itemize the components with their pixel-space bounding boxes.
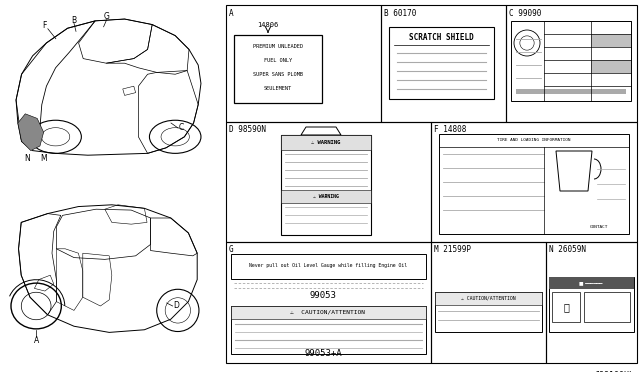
Text: N 26059N: N 26059N (549, 246, 586, 254)
Text: G: G (229, 246, 234, 254)
Text: SCRATCH SHIELD: SCRATCH SHIELD (408, 32, 474, 42)
Text: PREMIUM UNLEADED: PREMIUM UNLEADED (253, 45, 303, 49)
Text: SEULEMENT: SEULEMENT (264, 87, 292, 92)
Text: SUPER SANS PLOMB: SUPER SANS PLOMB (253, 73, 303, 77)
Text: FUEL ONLY: FUEL ONLY (264, 58, 292, 64)
Bar (516, 89, 626, 94)
Text: ■ ━━━━━━: ■ ━━━━━━ (579, 280, 603, 285)
Text: ⚠ CAUTION/ATTENTION: ⚠ CAUTION/ATTENTION (461, 295, 515, 301)
Text: C: C (179, 124, 184, 132)
Polygon shape (18, 114, 44, 151)
Bar (549, 277, 634, 289)
Bar (552, 292, 580, 322)
Text: G: G (104, 12, 109, 21)
Text: 🔧: 🔧 (563, 302, 569, 312)
Bar (281, 135, 371, 150)
Bar (511, 21, 631, 101)
Bar (439, 134, 629, 234)
Text: F 14808: F 14808 (434, 125, 467, 135)
Text: 14806: 14806 (257, 22, 278, 28)
Bar (381, 5, 506, 122)
Bar (231, 306, 426, 319)
Text: D 98590N: D 98590N (229, 125, 266, 135)
Bar (389, 27, 494, 99)
Bar (231, 306, 426, 354)
Bar (431, 242, 546, 363)
Bar (281, 135, 371, 235)
Bar (591, 60, 631, 73)
Text: 99053+A: 99053+A (304, 349, 342, 358)
Text: M: M (40, 154, 47, 163)
Bar (231, 254, 426, 279)
Bar (549, 277, 634, 332)
Text: B: B (72, 16, 77, 25)
Text: C 99090: C 99090 (509, 9, 541, 17)
Bar (226, 122, 431, 242)
Text: A: A (33, 336, 39, 344)
Bar (584, 292, 630, 322)
Text: ⚠  CAUTION/ATTENTION: ⚠ CAUTION/ATTENTION (291, 310, 365, 314)
Text: J99100UL: J99100UL (595, 371, 635, 372)
Bar (591, 34, 631, 47)
Text: A: A (229, 9, 234, 17)
Bar (435, 292, 542, 332)
Text: ⚠ WARNING: ⚠ WARNING (312, 140, 340, 144)
Text: F: F (43, 21, 47, 30)
Text: B 60170: B 60170 (384, 9, 417, 17)
Text: CONTACT: CONTACT (590, 225, 608, 229)
Bar (506, 5, 637, 122)
Bar (431, 122, 637, 242)
Text: 99053: 99053 (310, 291, 337, 300)
Text: M 21599P: M 21599P (434, 246, 471, 254)
Text: Never pull out Oil Level Gauge while filling Engine Oil: Never pull out Oil Level Gauge while fil… (249, 263, 407, 269)
Text: N: N (25, 154, 31, 163)
Bar (281, 190, 371, 203)
Bar (226, 5, 381, 122)
Bar (226, 242, 431, 363)
Bar (435, 292, 542, 305)
Text: D: D (173, 301, 180, 311)
Text: ⚠ WARNING: ⚠ WARNING (313, 193, 339, 199)
Text: TIRE AND LOADING INFORMATION: TIRE AND LOADING INFORMATION (497, 138, 571, 142)
Bar (546, 242, 637, 363)
Bar (234, 35, 322, 103)
